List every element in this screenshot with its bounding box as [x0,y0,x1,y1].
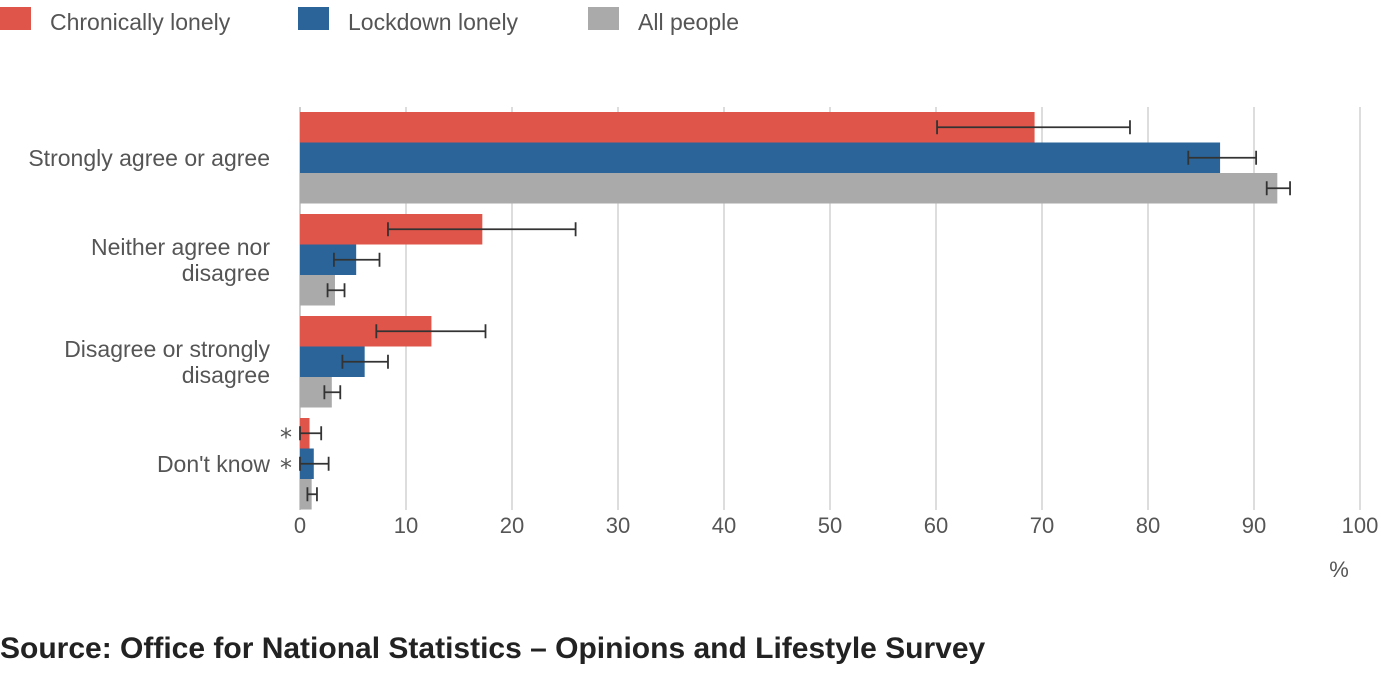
x-tick-label-0: 0 [294,513,306,538]
chart-bars [300,112,1278,510]
x-tick-label-70: 70 [1030,513,1054,538]
legend-swatch-2 [298,7,329,30]
bar-1-2 [300,142,1221,173]
unreliable-marker-4-1: * [280,423,292,451]
error-bar-1-3 [1265,181,1291,196]
x-tick-label-20: 20 [500,513,524,538]
legend-label-3: All people [638,9,739,35]
error-bar-2-1 [387,222,577,237]
x-axis-unit-label: % [1329,557,1349,582]
x-tick-label-80: 80 [1136,513,1160,538]
category-label-3: Disagree or strongly disagree [64,336,270,388]
x-tick-label-50: 50 [818,513,842,538]
error-bar-4-2 [299,456,330,471]
x-axis-tick-labels: 0 10 20 30 40 50 60 70 80 90 100 [294,513,1378,538]
x-tick-label-10: 10 [394,513,418,538]
category-label-1: Strongly agree or agree [28,145,270,171]
error-bar-3-2 [341,354,389,369]
chart-error-bars [299,120,1291,502]
bar-1-1 [300,112,1035,143]
category-label-2: Neither agree nor disagree [91,234,270,286]
error-bar-3-3 [323,385,342,400]
legend-label-2: Lockdown lonely [348,9,519,35]
chart-legend: Chronically lonely Lockdown lonely All peo… [0,7,739,35]
unreliable-markers: ** [280,423,292,482]
category-labels: Strongly agree or agree Neither agree nor… [28,145,270,477]
x-tick-label-30: 30 [606,513,630,538]
x-tick-label-90: 90 [1242,513,1266,538]
source-note: Source: Office for National Statistics –… [0,632,986,665]
legend-label-1: Chronically lonely [50,9,231,35]
error-bar-2-3 [326,283,346,298]
error-bar-1-1 [936,120,1131,135]
error-bar-4-1 [299,426,323,441]
error-bar-2-2 [333,252,381,267]
bar-chart: Chronically lonely Lockdown lonely All peo… [0,7,1378,582]
error-bar-4-3 [306,487,318,502]
legend-swatch-1 [0,7,31,30]
x-tick-label-40: 40 [712,513,736,538]
x-tick-label-60: 60 [924,513,948,538]
unreliable-marker-4-2: * [280,454,292,482]
legend-swatch-3 [588,7,619,30]
error-bar-3-1 [375,324,487,339]
bar-4-3 [300,479,312,510]
x-tick-label-100: 100 [1342,513,1379,538]
error-bar-1-2 [1187,150,1258,165]
bar-1-3 [300,173,1278,204]
category-label-4: Don't know [157,451,270,477]
